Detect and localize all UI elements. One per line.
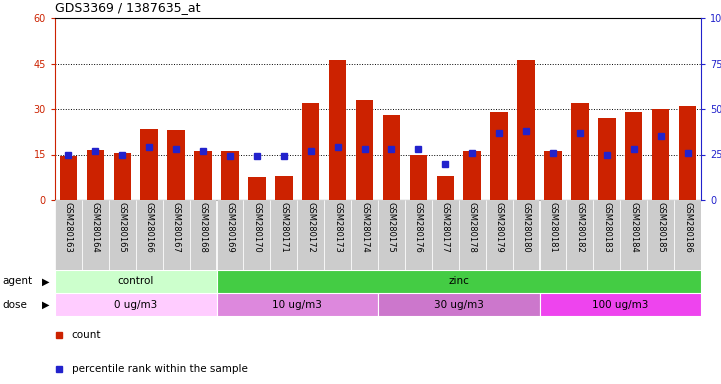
Bar [355,100,373,200]
Text: GSM280177: GSM280177 [441,202,450,253]
Text: percentile rank within the sample: percentile rank within the sample [71,364,247,374]
Text: GSM280178: GSM280178 [468,202,477,253]
Text: ▶: ▶ [42,300,50,310]
Text: GSM280166: GSM280166 [145,202,154,253]
Bar [113,153,131,200]
Text: GSM280171: GSM280171 [279,202,288,253]
Text: GSM280176: GSM280176 [414,202,423,253]
Bar [432,200,459,270]
Bar [459,200,486,270]
Bar [405,200,432,270]
Bar [513,200,539,270]
Bar [60,156,77,200]
Text: dose: dose [2,300,27,310]
Bar [167,130,185,200]
Bar [329,60,346,200]
Text: GSM280170: GSM280170 [252,202,262,253]
Bar [141,129,158,200]
Bar [652,109,669,200]
Text: GSM280172: GSM280172 [306,202,315,253]
Bar [216,270,701,293]
Bar [490,112,508,200]
Text: GSM280179: GSM280179 [495,202,504,253]
Bar [378,200,405,270]
Bar [647,200,674,270]
Bar [302,103,319,200]
Text: ▶: ▶ [42,276,50,286]
Bar [109,200,136,270]
Bar [190,200,216,270]
Bar [517,60,535,200]
Text: GSM280169: GSM280169 [226,202,234,253]
Text: zinc: zinc [448,276,469,286]
Text: GSM280185: GSM280185 [656,202,665,253]
Bar [383,115,400,200]
Bar [567,200,593,270]
Text: control: control [118,276,154,286]
Bar [674,200,701,270]
Bar [486,200,513,270]
Text: GSM280175: GSM280175 [387,202,396,253]
Bar [194,151,212,200]
Bar [620,200,647,270]
Bar [275,176,293,200]
Bar [351,200,378,270]
Text: GSM280186: GSM280186 [683,202,692,253]
Text: GSM280184: GSM280184 [629,202,638,253]
Bar [539,293,701,316]
Bar [598,118,616,200]
Bar [87,150,104,200]
Text: GSM280168: GSM280168 [198,202,208,253]
Bar [248,177,265,200]
Text: GSM280181: GSM280181 [549,202,557,253]
Text: 0 ug/m3: 0 ug/m3 [114,300,157,310]
Bar [544,151,562,200]
Bar [539,200,567,270]
Text: GSM280163: GSM280163 [64,202,73,253]
Text: GSM280174: GSM280174 [360,202,369,253]
Bar [163,200,190,270]
Text: GSM280167: GSM280167 [172,202,181,253]
Text: GSM280183: GSM280183 [602,202,611,253]
Bar [678,106,696,200]
Bar [378,293,539,316]
Bar [270,200,297,270]
Bar [136,200,163,270]
Text: agent: agent [2,276,32,286]
Bar [55,200,82,270]
Bar [436,176,454,200]
Text: GSM280165: GSM280165 [118,202,127,253]
Bar [55,270,216,293]
Bar [244,200,270,270]
Bar [82,200,109,270]
Bar [593,200,620,270]
Text: GDS3369 / 1387635_at: GDS3369 / 1387635_at [55,1,200,14]
Text: GSM280180: GSM280180 [521,202,531,253]
Bar [216,200,244,270]
Text: count: count [71,330,101,340]
Bar [625,112,642,200]
Bar [571,103,588,200]
Text: 10 ug/m3: 10 ug/m3 [273,300,322,310]
Text: 30 ug/m3: 30 ug/m3 [434,300,484,310]
Text: GSM280182: GSM280182 [575,202,585,253]
Text: GSM280173: GSM280173 [333,202,342,253]
Text: 100 ug/m3: 100 ug/m3 [592,300,648,310]
Bar [216,293,378,316]
Bar [55,293,216,316]
Bar [410,154,427,200]
Bar [324,200,351,270]
Text: GSM280164: GSM280164 [91,202,100,253]
Bar [464,151,481,200]
Bar [297,200,324,270]
Bar [221,151,239,200]
